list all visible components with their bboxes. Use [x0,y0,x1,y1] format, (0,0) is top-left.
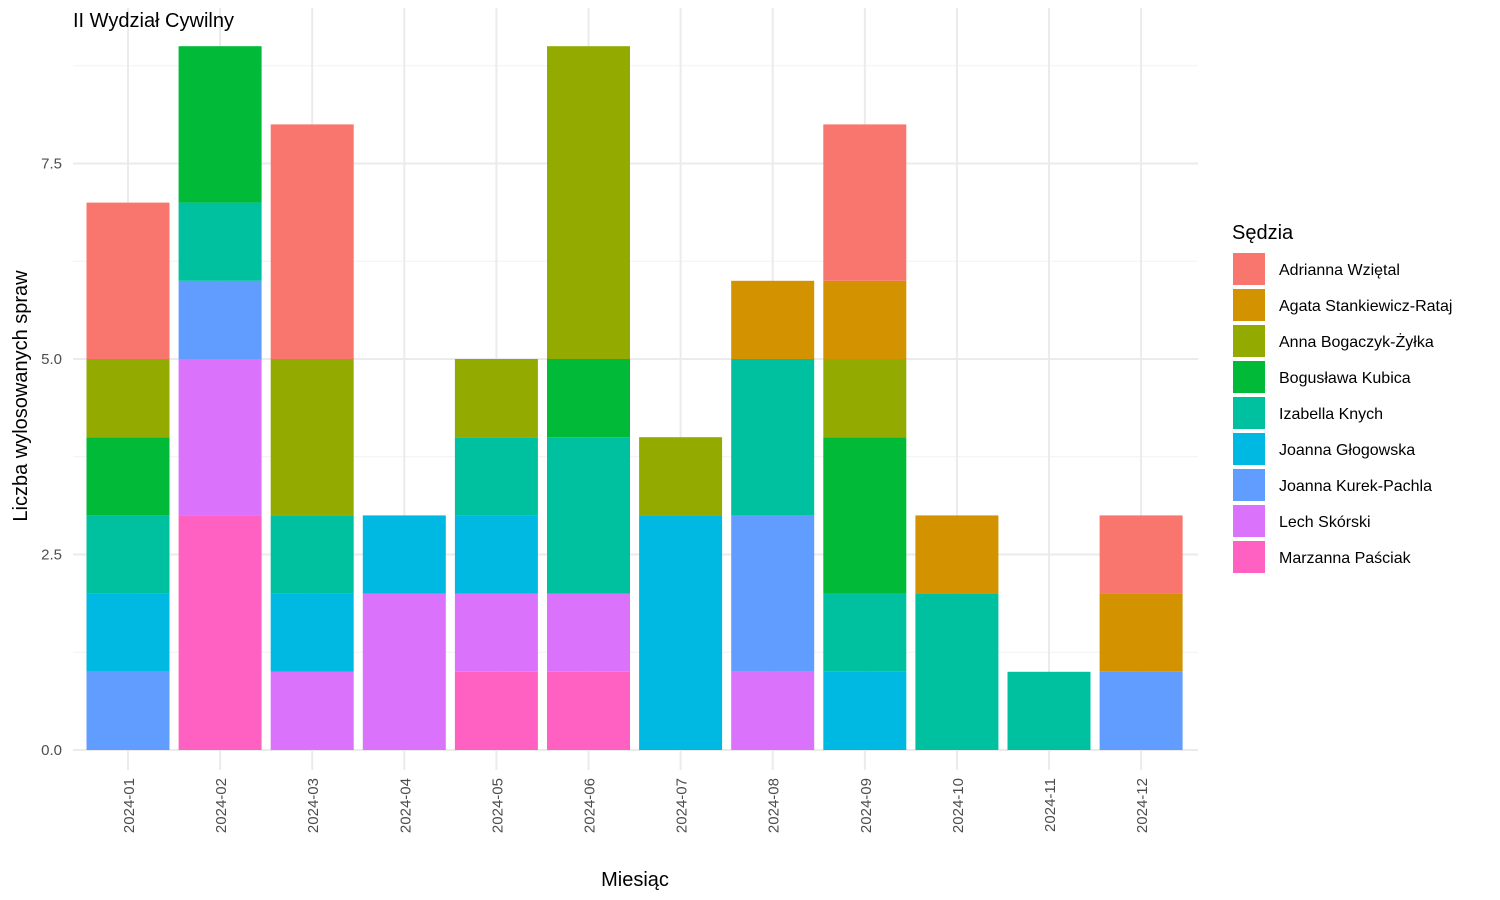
bar-segment [178,515,262,750]
bar-segment [639,515,723,750]
bar-segment [362,515,446,594]
y-tick-label: 2.5 [41,547,62,564]
bar-segment [86,671,170,750]
bar-segment [362,593,446,750]
bar-segment [547,437,630,594]
bar-segment [270,671,354,750]
bar-segment [86,437,170,516]
legend-label: Marzanna Paściak [1279,550,1412,567]
x-tick-label: 2024-08 [766,778,783,833]
x-tick-label: 2024-05 [489,778,506,833]
bar-segment [270,124,354,360]
y-axis-ticks: 0.0 2.5 5.0 7.5 [41,156,62,760]
bar-segment [178,280,262,359]
legend-swatch [1233,289,1265,321]
y-tick-label: 7.5 [41,156,62,173]
y-tick-label: 0.0 [41,742,62,759]
bar-segment [823,593,907,672]
legend-label: Joanna Głogowska [1279,442,1415,459]
legend-label: Adrianna Wziętal [1279,262,1400,279]
y-tick-label: 5.0 [41,351,62,368]
x-tick-label: 2024-10 [950,778,967,833]
bar-segment [731,515,815,672]
x-tick-label: 2024-12 [1134,778,1151,833]
x-axis-title: Miesiąc [601,869,669,891]
bar-segment [547,46,630,359]
bar-segment [731,280,815,359]
bar-segment [270,359,354,516]
legend-label: Anna Bogaczyk-Żyłka [1279,332,1434,351]
bar-segment [454,515,538,594]
y-axis-title: Liczba wylosowanych spraw [10,270,32,522]
bar-segment [454,437,538,516]
bar-segment [823,280,907,359]
legend-swatch [1233,325,1265,357]
bar-segment [823,671,907,750]
legend-label: Bogusława Kubica [1279,370,1411,387]
bar-segment [270,593,354,672]
legend-label: Agata Stankiewicz-Rataj [1279,298,1452,315]
x-tick-label: 2024-02 [213,778,230,833]
x-tick-label: 2024-06 [582,778,599,833]
bar-segment [547,359,630,438]
legend-items: Adrianna Wziętal Agata Stankiewicz-Rataj A… [1233,253,1452,573]
bar-segment [86,593,170,672]
legend-swatch [1233,433,1265,465]
bar-segment [823,124,907,281]
bar-segment [1099,671,1183,750]
bar-segment [178,46,262,203]
bar-segment [454,593,538,672]
bar-segment [86,515,170,594]
bar-segment [1007,671,1091,750]
bar-segment [86,202,170,359]
legend-swatch [1233,361,1265,393]
bar-segment [547,593,630,672]
legend-swatch [1233,469,1265,501]
legend-swatch [1233,253,1265,285]
legend-title: Sędzia [1232,222,1294,244]
legend-swatch [1233,541,1265,573]
bar-segment [270,515,354,594]
legend-swatch [1233,397,1265,429]
x-tick-label: 2024-11 [1042,778,1059,832]
bar-segment [178,359,262,516]
bar-segment [547,671,630,750]
bar-segment [454,359,538,438]
bar-segment [731,671,815,750]
chart-title: II Wydział Cywilny [73,10,234,32]
bar-segment [731,359,815,516]
x-tick-label: 2024-07 [674,778,691,833]
bar-segment [86,359,170,438]
bar-segment [915,593,999,750]
legend-swatch [1233,505,1265,537]
bars [86,46,1183,750]
legend-label: Izabella Knych [1279,406,1383,423]
x-tick-label: 2024-03 [305,778,322,833]
bar-segment [823,359,907,438]
bar-segment [823,437,907,594]
bar-segment [1099,593,1183,672]
bar-segment [915,515,999,594]
legend-label: Lech Skórski [1279,514,1371,531]
legend: Sędzia Adrianna Wziętal Agata Stankiewicz… [1232,222,1452,573]
legend-label: Joanna Kurek-Pachla [1279,478,1432,495]
x-tick-label: 2024-04 [397,778,414,833]
bar-segment [1099,515,1183,594]
x-tick-label: 2024-09 [858,778,875,833]
bar-segment [454,671,538,750]
bar-segment [639,437,723,516]
x-tick-label: 2024-01 [121,778,138,833]
bar-segment [178,202,262,281]
x-axis-ticks: 2024-01 2024-02 2024-03 2024-04 2024-05 2024-… [121,778,1151,833]
